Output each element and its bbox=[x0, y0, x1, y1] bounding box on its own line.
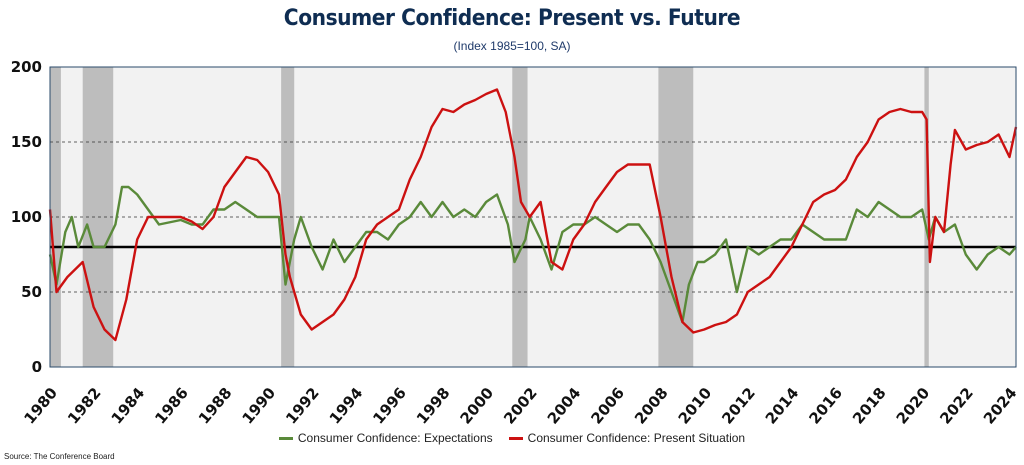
y-tick-label: 150 bbox=[11, 133, 42, 151]
legend: Consumer Confidence: Expectations Consum… bbox=[0, 431, 1024, 445]
x-tick-label: 2022 bbox=[936, 384, 977, 428]
recession-band bbox=[50, 67, 61, 367]
legend-label: Consumer Confidence: Present Situation bbox=[527, 431, 746, 445]
x-tick-label: 1980 bbox=[20, 384, 61, 428]
x-tick-label: 2000 bbox=[457, 384, 498, 428]
x-tick-label: 1994 bbox=[326, 384, 367, 428]
chart-title: Consumer Confidence: Present vs. Future bbox=[283, 6, 741, 31]
legend-swatch-green bbox=[278, 436, 293, 440]
x-tick-label: 2014 bbox=[762, 384, 803, 428]
series-line-expectations bbox=[48, 185, 1017, 324]
legend-swatch-red bbox=[508, 436, 523, 440]
legend-item-present-situation: Consumer Confidence: Present Situation bbox=[508, 431, 746, 445]
x-tick-label: 2008 bbox=[631, 384, 672, 428]
x-tick-label: 2018 bbox=[849, 384, 890, 428]
x-tick-label: 2020 bbox=[893, 384, 934, 428]
plot-border bbox=[49, 66, 1017, 368]
x-tick-label: 1986 bbox=[151, 384, 192, 428]
x-tick-label: 1984 bbox=[108, 384, 149, 428]
x-tick-label: 2012 bbox=[718, 384, 759, 428]
series-line-present-situation bbox=[48, 88, 1018, 342]
x-tick-label: 2024 bbox=[980, 384, 1021, 428]
y-tick-label: 100 bbox=[11, 208, 42, 226]
x-tick-label: 1990 bbox=[238, 384, 279, 428]
line-chart: 0 50 100 150 200 1980 1982 1984 1986 1988 1990 1992… bbox=[11, 58, 1021, 428]
x-tick-label: 2002 bbox=[500, 384, 541, 428]
x-tick-label: 2010 bbox=[675, 384, 716, 428]
x-tick-label: 2016 bbox=[805, 384, 846, 428]
source-note: Source: The Conference Board bbox=[4, 452, 115, 461]
chart-subtitle: (Index 1985=100, SA) bbox=[453, 39, 571, 53]
x-tick-label: 1996 bbox=[369, 384, 410, 428]
legend-item-expectations: Consumer Confidence: Expectations bbox=[278, 431, 493, 445]
y-tick-label: 0 bbox=[32, 358, 42, 376]
x-tick-label: 1998 bbox=[413, 384, 454, 428]
x-tick-label: 1988 bbox=[195, 384, 236, 428]
y-tick-label: 200 bbox=[11, 58, 42, 76]
x-tick-label: 1982 bbox=[64, 384, 105, 428]
legend-label: Consumer Confidence: Expectations bbox=[297, 431, 493, 445]
x-tick-label: 2004 bbox=[544, 384, 585, 428]
y-tick-label: 50 bbox=[21, 283, 42, 301]
x-tick-label: 1992 bbox=[282, 384, 323, 428]
x-tick-label: 2006 bbox=[587, 384, 628, 428]
